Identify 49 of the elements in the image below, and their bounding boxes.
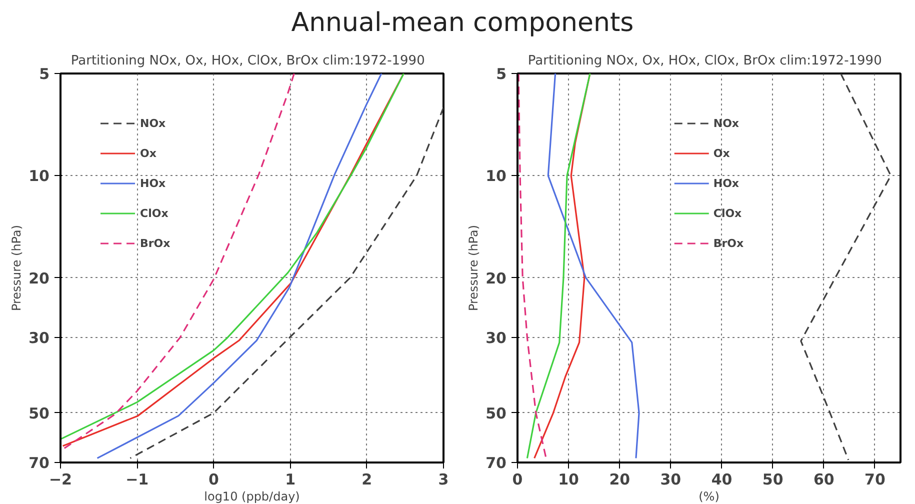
line-series <box>62 74 295 450</box>
y-axis-title: Pressure (hPa) <box>10 224 24 312</box>
legend-label: ClOx <box>713 206 742 220</box>
x-tick-label: 0 <box>208 470 219 488</box>
y-tick-label: 50 <box>486 404 506 422</box>
y-tick-label: 50 <box>28 404 50 422</box>
legend-label: BrOx <box>713 236 744 250</box>
chart-subtitle: Partitioning NOx, Ox, HOx, ClOx, BrOx clim:1972-1990 <box>528 54 882 68</box>
x-tick-label: 0 <box>512 470 523 488</box>
x-tick-label: 50 <box>762 470 784 488</box>
x-tick-label: 70 <box>864 470 886 488</box>
x-tick-label: −2 <box>48 470 72 488</box>
x-axis-title: (%) <box>698 490 720 504</box>
y-tick-label: 70 <box>486 454 506 472</box>
x-axis-title: log10 (ppb/day) <box>204 490 300 504</box>
x-tick-label: 1 <box>285 470 296 488</box>
line-series <box>96 74 382 460</box>
legend-label: NOx <box>140 116 166 130</box>
chart-subtitle: Partitioning NOx, Ox, HOx, ClOx, BrOx clim:1972-1990 <box>70 54 425 68</box>
legend-label: NOx <box>713 116 740 130</box>
line-series <box>800 74 892 461</box>
legend-label: ClOx <box>140 206 168 220</box>
y-tick-label: 30 <box>486 329 506 348</box>
y-tick-label: 10 <box>486 167 506 186</box>
y-tick-label: 10 <box>28 167 50 186</box>
y-tick-label: 5 <box>496 65 506 83</box>
line-series <box>518 74 547 460</box>
legend-label: HOx <box>713 176 740 190</box>
y-tick-label: 30 <box>28 329 50 348</box>
line-series <box>129 106 444 460</box>
legend-label: Ox <box>140 146 158 160</box>
y-tick-label: 5 <box>39 65 50 83</box>
y-tick-label: 20 <box>486 269 506 288</box>
x-tick-label: 60 <box>813 470 834 488</box>
chart-title: Annual-mean components <box>291 7 634 40</box>
legend-label: HOx <box>140 176 166 190</box>
x-tick-label: 2 <box>362 470 372 488</box>
x-tick-label: 30 <box>660 470 682 488</box>
y-axis-title: Pressure (hPa) <box>466 224 481 312</box>
legend-label: BrOx <box>140 236 170 250</box>
y-tick-label: 70 <box>28 454 50 472</box>
x-tick-label: 40 <box>711 470 732 488</box>
legend-label: Ox <box>713 146 731 160</box>
x-tick-label: 3 <box>438 470 449 488</box>
x-tick-label: 10 <box>558 470 580 488</box>
y-tick-label: 20 <box>28 269 50 288</box>
x-tick-label: 20 <box>609 470 630 488</box>
x-tick-label: −1 <box>126 470 149 488</box>
line-series <box>547 74 640 460</box>
